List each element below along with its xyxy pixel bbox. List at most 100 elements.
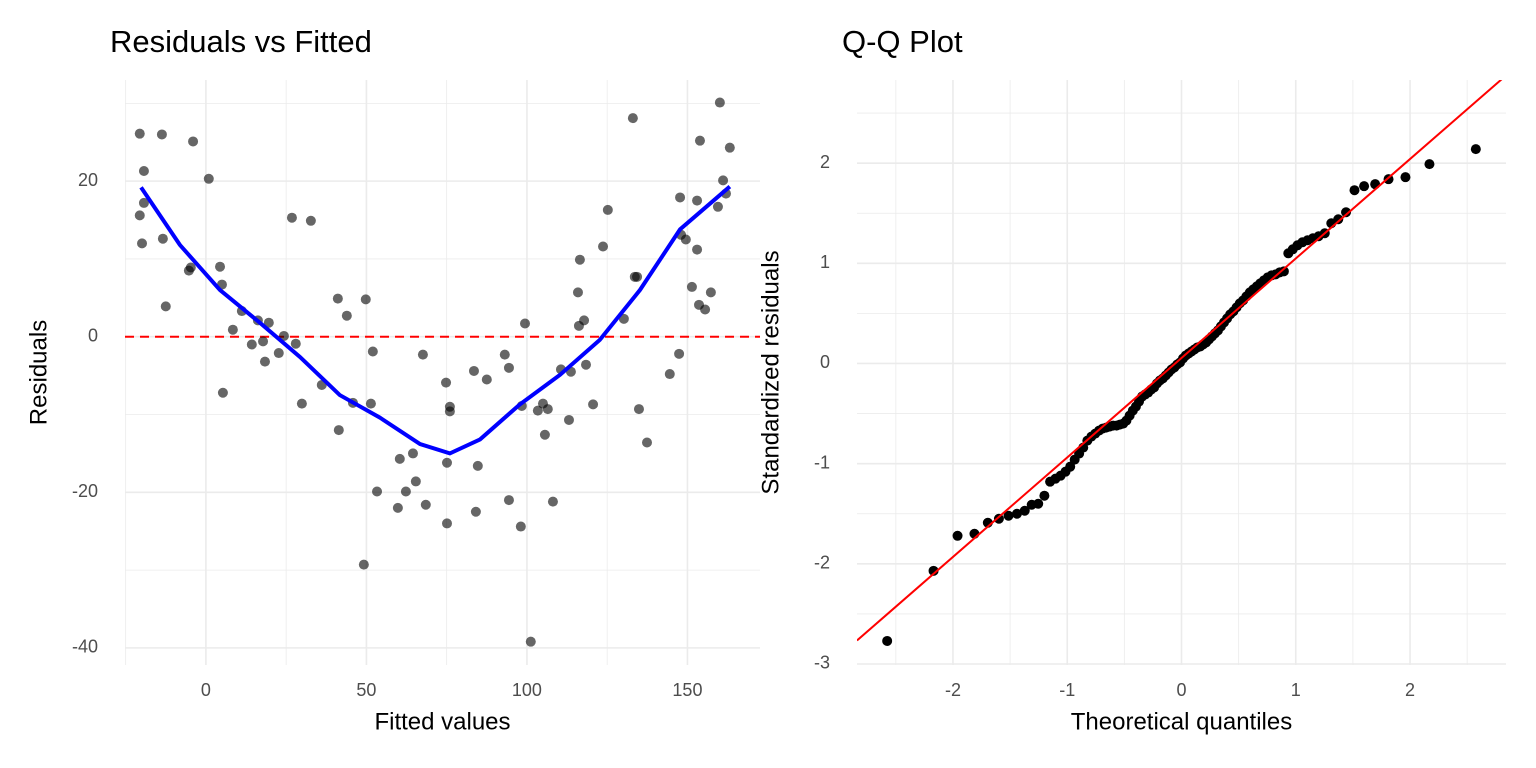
point xyxy=(694,135,705,146)
point xyxy=(1424,159,1435,170)
point xyxy=(1278,266,1289,277)
point xyxy=(441,518,452,529)
point xyxy=(602,204,613,215)
point xyxy=(581,359,592,370)
point xyxy=(367,346,378,357)
point xyxy=(700,304,711,315)
y-axis-label: Residuals xyxy=(25,320,52,425)
point xyxy=(579,315,590,326)
point xyxy=(1470,144,1481,155)
point xyxy=(215,261,226,272)
point xyxy=(712,201,723,212)
point xyxy=(1039,490,1050,501)
point xyxy=(598,241,609,252)
point xyxy=(718,175,729,186)
point xyxy=(692,244,703,255)
point xyxy=(392,502,403,513)
point xyxy=(1003,510,1014,521)
point xyxy=(1011,508,1022,519)
y-tick-label: 1 xyxy=(820,252,830,272)
point xyxy=(134,210,145,221)
y-tick-label: 2 xyxy=(820,152,830,172)
point xyxy=(714,97,725,108)
point xyxy=(305,215,316,226)
point xyxy=(503,362,514,373)
point xyxy=(394,453,405,464)
point xyxy=(227,324,238,335)
point xyxy=(286,212,297,223)
y-tick-label: -20 xyxy=(72,481,98,501)
point xyxy=(705,287,716,298)
reference-line xyxy=(857,80,1503,642)
chart-title: Q-Q Plot xyxy=(842,24,963,59)
point xyxy=(1359,181,1370,192)
point xyxy=(547,496,558,507)
x-tick-label: 150 xyxy=(672,680,702,700)
chart-title: Residuals vs Fitted xyxy=(110,24,372,59)
point xyxy=(993,513,1004,524)
point xyxy=(203,173,214,184)
plot-area xyxy=(857,80,1503,646)
plot-area xyxy=(125,97,760,647)
point xyxy=(724,142,735,153)
point xyxy=(296,398,307,409)
point xyxy=(627,113,638,124)
x-tick-label: -1 xyxy=(1059,680,1075,700)
x-axis-label: Fitted values xyxy=(374,708,510,735)
point xyxy=(532,405,543,416)
point xyxy=(468,365,479,376)
point xyxy=(372,486,383,497)
x-tick-label: -2 xyxy=(945,680,961,700)
point xyxy=(1019,505,1030,516)
point xyxy=(259,356,270,367)
point xyxy=(263,317,274,328)
point xyxy=(499,349,510,360)
point xyxy=(157,233,168,244)
point xyxy=(664,369,675,380)
point xyxy=(588,399,599,410)
x-tick-label: 100 xyxy=(512,680,542,700)
point xyxy=(441,457,452,468)
point xyxy=(341,310,352,321)
point xyxy=(472,460,483,471)
point xyxy=(246,339,257,350)
point xyxy=(417,349,428,360)
point xyxy=(332,293,343,304)
y-axis-label: Standardized residuals xyxy=(757,250,784,494)
point xyxy=(674,348,685,359)
point xyxy=(952,530,963,541)
x-tick-label: 0 xyxy=(201,680,211,700)
point xyxy=(1333,214,1344,225)
point xyxy=(410,476,421,487)
panel: 0 50 100 150 -40 -20 0 20 Residuals vs Fitted Fit… xyxy=(25,24,760,735)
point xyxy=(217,387,228,398)
point xyxy=(692,195,703,206)
point xyxy=(358,559,369,570)
x-axis-label: Theoretical quantiles xyxy=(1071,708,1292,735)
point xyxy=(134,128,145,139)
point xyxy=(400,486,411,497)
point xyxy=(156,129,167,140)
point xyxy=(572,287,583,298)
point xyxy=(1341,207,1352,218)
y-tick-label: -2 xyxy=(814,553,830,573)
y-tick-label: -1 xyxy=(814,452,830,472)
point xyxy=(138,166,149,177)
point xyxy=(882,635,893,646)
point xyxy=(258,336,269,347)
point xyxy=(273,348,284,359)
point xyxy=(278,330,289,341)
point xyxy=(1400,172,1411,183)
point xyxy=(515,521,526,532)
point xyxy=(675,192,686,203)
smooth-line xyxy=(139,185,732,456)
point xyxy=(137,238,148,249)
point xyxy=(290,338,301,349)
x-tick-label: 0 xyxy=(1176,680,1186,700)
point xyxy=(618,313,629,324)
y-tick-label: 0 xyxy=(820,352,830,372)
point xyxy=(641,437,652,448)
point xyxy=(632,271,643,282)
point xyxy=(542,404,553,415)
point xyxy=(160,301,171,312)
